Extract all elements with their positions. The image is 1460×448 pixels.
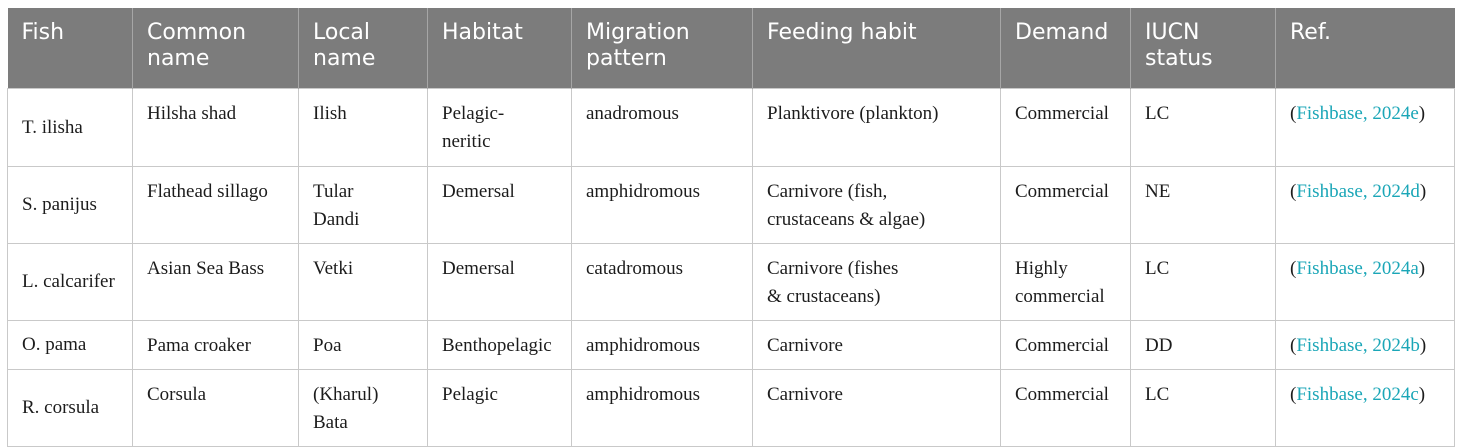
cell-ref: (Fishbase, 2024a) — [1275, 243, 1455, 321]
header-demand-label: Demand — [1015, 20, 1109, 45]
cell-habitat: Pelagic-neritic — [427, 88, 572, 167]
cell-feeding: Carnivore (fish, crustaceans & algae) — [752, 166, 1001, 244]
cell-fish: O. pama — [7, 320, 133, 370]
ref-link[interactable]: Fishbase, 2024e — [1296, 103, 1419, 124]
cell-habitat: Benthopelagic — [427, 320, 572, 370]
table-row: R. corsula Corsula (Kharul) Bata Pelagic … — [7, 369, 1455, 447]
cell-feeding: Carnivore — [752, 369, 1001, 447]
header-common-name: Common name — [132, 8, 299, 89]
table-row: O. pama Pama croaker Poa Benthopelagic a… — [7, 320, 1455, 370]
cell-local-name: Poa — [298, 320, 428, 370]
header-feeding-habit-label: Feeding habit — [767, 20, 917, 45]
header-fish-label: Fish — [21, 20, 65, 45]
cell-feeding: Carnivore (fishes & crustaceans) — [752, 243, 1001, 321]
header-row: Fish Common name Local name Habitat Migrat… — [7, 8, 1455, 89]
ref-open-paren: ( — [1290, 258, 1297, 279]
cell-iucn: LC — [1130, 369, 1276, 447]
table-row: T. ilisha Hilsha shad Ilish Pelagic-neri… — [7, 88, 1455, 167]
table-row: S. panijus Flathead sillago Tular Dandi D… — [7, 166, 1455, 244]
ref-link[interactable]: Fishbase, 2024d — [1296, 181, 1420, 202]
ref-close-paren: ) — [1418, 258, 1426, 279]
header-migration-pattern-label: Migration pattern — [586, 20, 690, 71]
cell-local-name: Ilish — [298, 88, 428, 167]
cell-local-name: (Kharul) Bata — [298, 369, 428, 447]
cell-habitat: Demersal — [427, 166, 572, 244]
cell-habitat: Demersal — [427, 243, 572, 321]
ref-close-paren: ) — [1418, 103, 1426, 124]
cell-fish: R. corsula — [7, 369, 133, 447]
cell-common-name: Asian Sea Bass — [132, 243, 299, 321]
cell-ref: (Fishbase, 2024e) — [1275, 88, 1455, 167]
ref-open-paren: ( — [1290, 103, 1297, 124]
cell-demand: Commercial — [1000, 166, 1131, 244]
ref-link[interactable]: Fishbase, 2024a — [1296, 258, 1419, 279]
cell-common-name: Flathead sillago — [132, 166, 299, 244]
header-iucn-status: IUCN status — [1130, 8, 1276, 89]
header-ref: Ref. — [1275, 8, 1455, 89]
cell-iucn: DD — [1130, 320, 1276, 370]
header-common-name-label: Common name — [147, 20, 247, 71]
cell-migration: amphidromous — [571, 369, 753, 447]
cell-common-name: Pama croaker — [132, 320, 299, 370]
header-feeding-habit: Feeding habit — [752, 8, 1001, 89]
header-migration-pattern: Migration pattern — [571, 8, 753, 89]
cell-migration: amphidromous — [571, 166, 753, 244]
cell-iucn: NE — [1130, 166, 1276, 244]
ref-link[interactable]: Fishbase, 2024b — [1296, 335, 1420, 356]
ref-open-paren: ( — [1290, 384, 1297, 405]
ref-close-paren: ) — [1419, 181, 1427, 202]
cell-local-name: Tular Dandi — [298, 166, 428, 244]
header-local-name-label: Local name — [313, 20, 376, 71]
cell-migration: anadromous — [571, 88, 753, 167]
header-iucn-status-label: IUCN status — [1145, 20, 1213, 71]
cell-demand: Commercial — [1000, 88, 1131, 167]
cell-common-name: Hilsha shad — [132, 88, 299, 167]
cell-ref: (Fishbase, 2024b) — [1275, 320, 1455, 370]
cell-feeding: Carnivore — [752, 320, 1001, 370]
table-row: L. calcarifer Asian Sea Bass Vetki Demer… — [7, 243, 1455, 321]
ref-link[interactable]: Fishbase, 2024c — [1296, 384, 1419, 405]
cell-demand: Commercial — [1000, 369, 1131, 447]
header-local-name: Local name — [298, 8, 428, 89]
cell-ref: (Fishbase, 2024c) — [1275, 369, 1455, 447]
cell-fish: L. calcarifer — [7, 243, 133, 321]
header-demand: Demand — [1000, 8, 1131, 89]
header-habitat-label: Habitat — [442, 20, 523, 45]
cell-ref: (Fishbase, 2024d) — [1275, 166, 1455, 244]
header-fish: Fish — [7, 8, 133, 89]
header-ref-label: Ref. — [1290, 20, 1331, 45]
ref-close-paren: ) — [1418, 384, 1426, 405]
cell-demand: Highly commercial — [1000, 243, 1131, 321]
cell-local-name: Vetki — [298, 243, 428, 321]
cell-demand: Commercial — [1000, 320, 1131, 370]
cell-fish: T. ilisha — [7, 88, 133, 167]
cell-migration: catadromous — [571, 243, 753, 321]
cell-iucn: LC — [1130, 88, 1276, 167]
cell-habitat: Pelagic — [427, 369, 572, 447]
cell-feeding: Planktivore (plankton) — [752, 88, 1001, 167]
cell-fish: S. panijus — [7, 166, 133, 244]
cell-common-name: Corsula — [132, 369, 299, 447]
ref-open-paren: ( — [1290, 181, 1297, 202]
header-habitat: Habitat — [427, 8, 572, 89]
fish-table: Fish Common name Local name Habitat Migrat… — [7, 8, 1455, 447]
ref-open-paren: ( — [1290, 335, 1297, 356]
cell-migration: amphidromous — [571, 320, 753, 370]
cell-iucn: LC — [1130, 243, 1276, 321]
ref-close-paren: ) — [1419, 335, 1427, 356]
